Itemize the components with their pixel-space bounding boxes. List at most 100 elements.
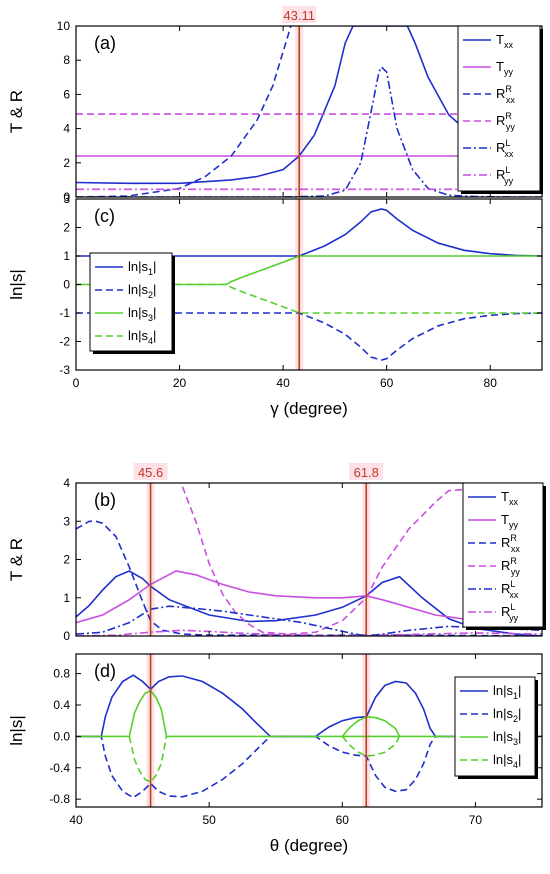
legend-label-b-1: Tyy xyxy=(501,512,518,530)
y-tick-label-c-3: 0 xyxy=(63,278,70,292)
series-line-c-0 xyxy=(76,208,542,257)
y-tick-label-a-2: 4 xyxy=(63,122,70,136)
y-tick-label-c-6: 3 xyxy=(63,192,70,206)
panel-a: 43.11 0 2 4 6 8 10 T & R (a) Txx Tyy RR xx RR yy RL xx RL… xyxy=(7,6,543,204)
x-tick-label-d-3: 70 xyxy=(469,813,483,827)
x-tick-label-c-3: 60 xyxy=(380,376,394,390)
legend-label-b-3: RR yy xyxy=(501,556,520,577)
series-line-b-1 xyxy=(76,570,542,626)
y-tick-label-c-2: -1 xyxy=(59,306,70,320)
legend-label-b-2: RR xx xyxy=(501,533,520,554)
plot-frame-d xyxy=(75,653,543,808)
y-tick-label-a-0: 0 xyxy=(63,190,70,204)
marker-label-bg-b-1 xyxy=(349,463,384,480)
y-tick-label-d-3: 0.4 xyxy=(53,698,70,712)
y-axis-title-a: T & R xyxy=(7,90,26,133)
y-tick-label-b-3: 3 xyxy=(63,514,70,528)
panel-label-b: (b) xyxy=(94,490,116,510)
series-line-c-3 xyxy=(76,283,542,314)
series-line-c-1 xyxy=(76,312,542,361)
y-axis-title-b: T & R xyxy=(7,538,26,581)
legend-label-c-0: ln|s1| xyxy=(128,259,156,277)
legend-label-c-1: ln|s2| xyxy=(128,282,156,300)
series-line-a-0 xyxy=(76,26,542,185)
x-tick-label-d-2: 60 xyxy=(336,813,350,827)
panel-b: 45.6 61.8 0 1 2 3 4 T & R (b) Txx Tyy RR xx RR yy RL xx R… xyxy=(7,463,546,643)
y-tick-label-a-5: 10 xyxy=(57,19,71,33)
legend-box-b xyxy=(462,482,544,628)
y-tick-label-b-2: 2 xyxy=(63,553,70,567)
legend-label-b-4: RL xx xyxy=(501,579,519,600)
y-tick-label-d-1: -0.4 xyxy=(49,761,70,775)
legend-label-d-3: ln|s4| xyxy=(493,752,521,770)
legend-label-a-1: Tyy xyxy=(496,59,513,77)
x-axis-title-d: θ (degree) xyxy=(270,836,348,855)
x-tick-label-c-1: 20 xyxy=(173,376,187,390)
legend-label-a-5: RL yy xyxy=(496,165,514,186)
legend-label-d-1: ln|s2| xyxy=(493,706,521,724)
y-tick-label-b-4: 4 xyxy=(63,476,70,490)
legend-box-d xyxy=(454,676,536,777)
marker-label-b-0: 45.6 xyxy=(138,465,163,480)
series-line-c-2 xyxy=(76,255,542,286)
legend-label-b-5: RL yy xyxy=(501,602,519,623)
x-axis-title-c: γ (degree) xyxy=(270,399,347,418)
legend-box-c xyxy=(89,252,173,352)
series-line-b-3 xyxy=(181,486,542,635)
series-line-b-4 xyxy=(76,605,542,636)
panel-label-c: (c) xyxy=(94,206,115,226)
legend-label-b-0: Txx xyxy=(501,489,518,507)
series-line-a-2 xyxy=(76,26,292,197)
y-tick-label-d-0: -0.8 xyxy=(49,792,70,806)
panel-label-d: (d) xyxy=(94,661,116,681)
panel-c: 0 20 40 60 80 -3 -2 -1 0 1 2 3 ln|s| γ (degree) (c) ln|… xyxy=(7,192,543,418)
marker-label-bg-a-0 xyxy=(282,6,317,23)
y-tick-label-b-1: 1 xyxy=(63,591,70,605)
y-tick-label-c-0: -3 xyxy=(59,363,70,377)
legend-label-a-4: RL xx xyxy=(496,138,514,159)
legend-a: Txx Tyy RR xx RR yy RL xx RL yy xyxy=(457,25,543,194)
marker-label-bg-b-0 xyxy=(133,463,168,480)
panel-d: 40 50 60 70 -0.8 -0.4 0.0 0.4 0.8 ln|s| θ (degree)… xyxy=(7,653,543,855)
series-group-d xyxy=(76,674,542,799)
y-tick-label-c-5: 2 xyxy=(63,221,70,235)
series-line-b-0 xyxy=(76,570,542,636)
legend-label-d-2: ln|s3| xyxy=(493,729,521,747)
series-line-a-4 xyxy=(76,65,542,197)
y-axis-title-c: ln|s| xyxy=(7,269,26,300)
legend-c: ln|s1| ln|s2| ln|s3| ln|s4| xyxy=(89,252,175,354)
series-line-d-5 xyxy=(341,735,401,757)
y-tick-label-d-4: 0.8 xyxy=(53,667,70,681)
legend-b: Txx Tyy RR xx RR yy RL xx RL yy xyxy=(462,482,546,630)
y-tick-label-a-4: 8 xyxy=(63,53,70,67)
legend-label-a-3: RR yy xyxy=(496,111,515,132)
panel-label-a: (a) xyxy=(94,33,116,53)
legend-box-a xyxy=(457,25,541,192)
legend-label-a-2: RR xx xyxy=(496,84,515,105)
y-axis-title-d: ln|s| xyxy=(7,715,26,746)
marker-label-a-0: 43.11 xyxy=(283,8,315,23)
y-tick-label-d-2: 0.0 xyxy=(53,729,70,743)
series-line-d-3 xyxy=(128,736,168,783)
legend-d: ln|s1| ln|s2| ln|s3| ln|s4| xyxy=(454,676,538,779)
legend-label-d-0: ln|s1| xyxy=(493,683,521,701)
marker-label-b-1: 61.8 xyxy=(354,465,379,480)
x-tick-label-c-2: 40 xyxy=(276,376,290,390)
y-tick-label-b-0: 0 xyxy=(63,629,70,643)
series-line-b-2 xyxy=(76,520,542,636)
y-tick-label-a-3: 6 xyxy=(63,87,70,101)
legend-label-c-2: ln|s3| xyxy=(128,305,156,323)
y-tick-label-a-1: 2 xyxy=(63,156,70,170)
x-tick-label-c-4: 80 xyxy=(484,376,498,390)
y-tick-label-c-1: -2 xyxy=(59,335,70,349)
legend-label-c-3: ln|s4| xyxy=(128,328,156,346)
y-tick-label-c-4: 1 xyxy=(63,249,70,263)
series-line-d-4 xyxy=(341,715,401,737)
legend-label-a-0: Txx xyxy=(496,32,513,50)
series-line-d-2 xyxy=(76,689,542,738)
series-group-c xyxy=(76,208,542,361)
x-tick-label-c-0: 0 xyxy=(73,376,80,390)
series-group-b xyxy=(76,486,542,636)
x-tick-label-d-1: 50 xyxy=(202,813,216,827)
